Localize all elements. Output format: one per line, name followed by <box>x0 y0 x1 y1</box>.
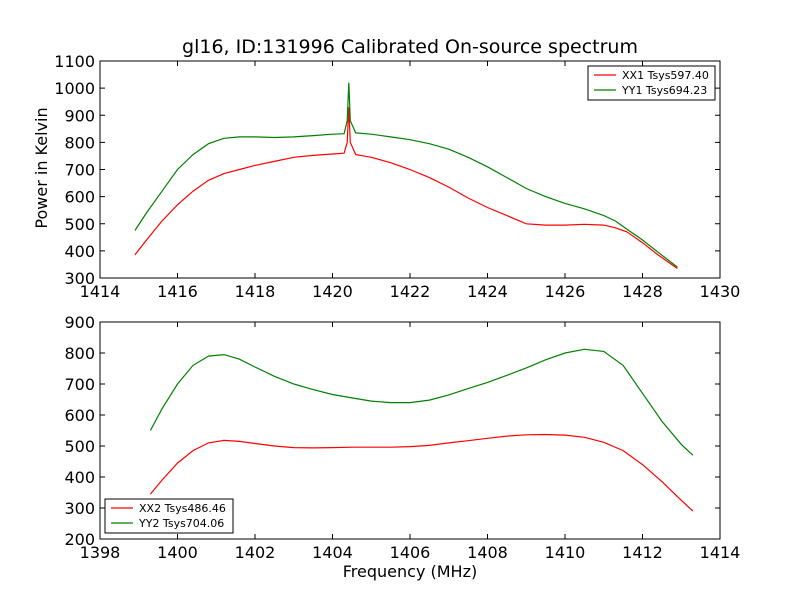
x-tick-label-1-8: 1430 <box>700 282 741 301</box>
legend-box-2 <box>104 498 234 534</box>
x-tick-label-1-7: 1428 <box>622 282 663 301</box>
x-tick-label-1-3: 1420 <box>312 282 353 301</box>
x-tick-label-1-4: 1422 <box>390 282 431 301</box>
x-tick-label-2-6: 1410 <box>545 543 586 562</box>
x-tick-label-2-0: 1398 <box>80 543 121 562</box>
y-tick-label-2-6: 800 <box>64 344 95 363</box>
y-tick-label-2-4: 600 <box>64 406 95 425</box>
legend-label-1-1: XX1 Tsys597.40 <box>622 69 709 82</box>
y-tick-label-1-3: 600 <box>64 188 95 207</box>
y-tick-label-2-1: 300 <box>64 499 95 518</box>
top-panel: 1414 1416 1418 1420 1422 1424 1426 1428 1430 300 4… <box>54 52 740 301</box>
series-line-2-2 <box>149 348 694 456</box>
legend-label-1-2: YY1 Tsys694.23 <box>621 84 707 97</box>
legend-label-2-2: YY2 Tsys704.06 <box>138 517 224 530</box>
y-tick-label-1-1: 400 <box>64 242 95 261</box>
x-tick-label-1-0: 1414 <box>80 282 121 301</box>
legend-2: XX2 Tsys486.46 YY2 Tsys704.06 <box>104 498 234 534</box>
y-tick-label-2-0: 200 <box>64 530 95 549</box>
y-tick-label-2-3: 500 <box>64 437 95 456</box>
y-tick-label-1-7: 1000 <box>54 79 95 98</box>
x-tick-label-1-2: 1418 <box>235 282 276 301</box>
x-tick-label-1-6: 1426 <box>545 282 586 301</box>
y-tick-label-1-5: 800 <box>64 133 95 152</box>
x-tick-label-2-2: 1402 <box>235 543 276 562</box>
legend-box-1 <box>587 65 716 101</box>
legend-1: XX1 Tsys597.40 YY1 Tsys694.23 <box>587 65 716 101</box>
y-tick-label-2-2: 400 <box>64 468 95 487</box>
series-line-2-1 <box>149 433 694 512</box>
legend-label-2-1: XX2 Tsys486.46 <box>139 502 226 515</box>
y-tick-label-1-8: 1100 <box>54 52 95 71</box>
y-tick-label-1-4: 700 <box>64 161 95 180</box>
x-tick-label-1-5: 1424 <box>467 282 508 301</box>
x-tick-label-2-1: 1400 <box>157 543 198 562</box>
x-tick-label-2-4: 1406 <box>390 543 431 562</box>
series-line-1-1 <box>134 107 678 269</box>
top-y-axis-label: Power in Kelvin <box>32 107 51 228</box>
bottom-panel: 1398 1400 1402 1404 1406 1408 1410 1412 1414 200 3… <box>64 313 740 562</box>
x-tick-label-2-7: 1412 <box>622 543 663 562</box>
y-tick-label-1-2: 500 <box>64 215 95 234</box>
x-tick-label-2-8: 1414 <box>700 543 741 562</box>
y-tick-label-2-5: 700 <box>64 375 95 394</box>
x-tick-label-2-5: 1408 <box>467 543 508 562</box>
y-tick-label-1-6: 900 <box>64 106 95 125</box>
x-tick-label-1-1: 1416 <box>157 282 198 301</box>
bottom-x-axis-label: Frequency (MHz) <box>343 562 477 581</box>
y-tick-label-2-7: 900 <box>64 313 95 332</box>
series-line-1-2 <box>134 82 678 268</box>
x-tick-label-2-3: 1404 <box>312 543 353 562</box>
chart-title: gl16, ID:131996 Calibrated On-source spe… <box>182 36 638 58</box>
y-tick-label-1-0: 300 <box>64 269 95 288</box>
